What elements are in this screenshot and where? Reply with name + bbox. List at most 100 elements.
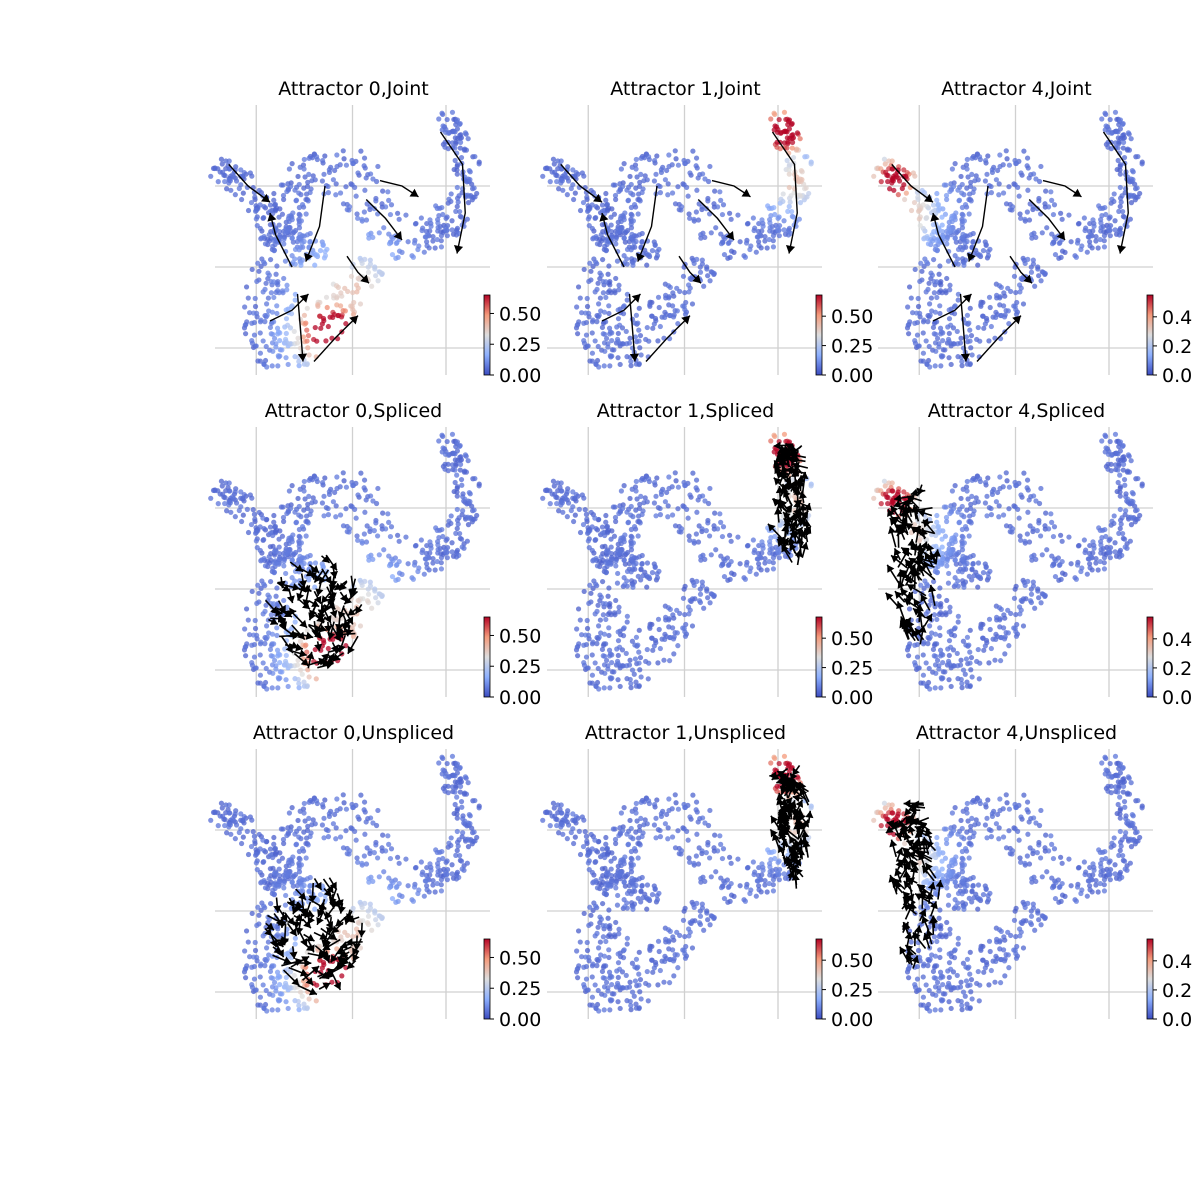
cell-point (440, 533, 446, 540)
cell-point (297, 164, 303, 170)
cell-point (946, 316, 953, 322)
cell-point (671, 651, 677, 657)
cell-point (247, 310, 253, 316)
cell-point (257, 652, 263, 658)
cell-point (766, 558, 772, 565)
cell-point (424, 565, 430, 571)
cell-point (242, 331, 249, 337)
cell-point (289, 235, 295, 241)
cell-point (696, 598, 703, 604)
cell-point (901, 182, 907, 188)
cell-point (621, 235, 627, 241)
cell-point (355, 170, 361, 176)
cell-point (271, 570, 277, 576)
cell-point (271, 279, 277, 285)
cell-point (305, 198, 311, 204)
cell-point (603, 512, 609, 519)
cell-point (597, 592, 603, 598)
cell-point (222, 178, 228, 185)
cell-point (410, 254, 416, 260)
cell-point (266, 594, 272, 600)
cell-point (393, 255, 399, 261)
cell-point (281, 241, 287, 247)
cell-point (1049, 197, 1055, 203)
cell-point (572, 190, 578, 196)
cell-point (781, 431, 788, 437)
colorbar: 0.000.250.50 (483, 294, 541, 387)
cell-point (1118, 199, 1124, 205)
cell-point (301, 312, 308, 318)
cell-point (695, 217, 702, 223)
cell-point (350, 307, 356, 313)
cell-point (948, 322, 954, 328)
colorbar-gradient (815, 616, 823, 698)
cell-point (1106, 550, 1113, 556)
cell-point (586, 545, 592, 551)
cell-point (421, 249, 427, 255)
cell-point (686, 604, 692, 610)
cell-point (270, 670, 276, 676)
cell-point (606, 610, 613, 616)
cell-point (386, 231, 392, 237)
cell-point (1135, 475, 1141, 482)
cell-point (419, 549, 425, 556)
cell-point (602, 653, 608, 659)
cell-point (564, 489, 570, 495)
colorbar-tick-label: 0.4 (1162, 307, 1192, 329)
cell-point (794, 130, 801, 136)
cell-point (253, 207, 260, 213)
cell-point (680, 595, 687, 601)
cell-point (1107, 116, 1113, 123)
cell-point (1000, 625, 1007, 631)
cell-point (424, 239, 430, 245)
cell-point (720, 202, 727, 208)
cell-point (982, 500, 989, 506)
cell-point (638, 674, 644, 680)
cell-point (306, 155, 312, 161)
cell-point (596, 312, 602, 318)
cell-point (682, 482, 688, 489)
cell-point (943, 192, 950, 199)
cell-point (595, 665, 601, 672)
cell-point (615, 316, 622, 322)
cell-point (418, 215, 424, 221)
cell-point (997, 152, 1003, 158)
cell-point (653, 493, 659, 499)
cell-point (1024, 531, 1030, 537)
cell-point (568, 507, 574, 514)
cell-point (544, 487, 550, 494)
cell-point (242, 322, 248, 328)
cell-point (657, 183, 663, 190)
cell-point (1013, 311, 1020, 317)
cell-point (589, 652, 595, 658)
cell-point (560, 509, 566, 515)
cell-point (623, 650, 629, 657)
cell-point (1005, 285, 1011, 291)
cell-point (1099, 438, 1105, 444)
cell-point (276, 536, 282, 542)
cell-point (806, 190, 812, 197)
cell-point (639, 189, 645, 196)
cell-point (669, 303, 676, 309)
cell-point (632, 656, 639, 662)
colorbar-gradient (815, 294, 823, 376)
cell-point (713, 225, 719, 231)
cell-point (333, 192, 339, 198)
cell-point (371, 528, 377, 534)
cell-point (466, 167, 472, 174)
cell-point (699, 257, 705, 263)
cell-point (920, 672, 927, 678)
cell-point (323, 338, 329, 344)
cell-point (933, 237, 940, 243)
cell-point (808, 483, 814, 489)
cell-point (582, 632, 589, 638)
cell-point (607, 685, 613, 691)
cell-point (1013, 160, 1019, 167)
cell-point (942, 669, 948, 675)
cell-point (665, 192, 671, 198)
cell-point (690, 148, 696, 154)
cell-point (674, 308, 680, 314)
cell-point (935, 201, 942, 208)
cell-point (951, 505, 957, 512)
